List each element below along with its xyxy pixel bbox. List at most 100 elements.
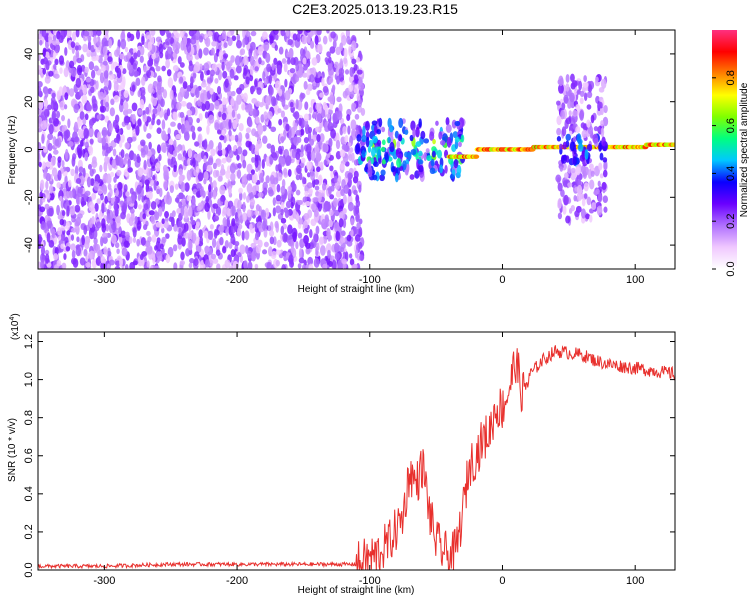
heatmap-cell — [306, 161, 312, 171]
heatmap-cell — [165, 253, 171, 264]
heatmap-cell — [144, 179, 150, 186]
heatmap-cell — [215, 249, 221, 256]
heatmap-cell — [189, 257, 195, 264]
heatmap-cell — [186, 195, 192, 202]
heatmap-cell — [156, 188, 160, 195]
heatmap-cell — [183, 208, 190, 219]
snr-ytick-label: 0.2 — [23, 524, 35, 539]
heatmap-cell — [561, 102, 566, 111]
heatmap-cell — [429, 131, 435, 141]
heatmap-cell — [558, 143, 563, 150]
heatmap-cell — [139, 98, 145, 110]
heatmap-cell — [316, 112, 322, 122]
heatmap-cell — [187, 53, 193, 62]
heatmap-cell — [263, 241, 269, 248]
heatmap-cell — [204, 100, 211, 111]
heatmap-cell — [432, 138, 436, 145]
heatmap-cell — [74, 165, 79, 176]
heatmap-cell — [203, 155, 207, 164]
heatmap-cell — [275, 194, 282, 202]
heatmap-cell — [322, 86, 329, 93]
heatmap-cell — [61, 210, 66, 217]
heatmap-cell — [180, 40, 185, 51]
heatmap-cell — [192, 157, 196, 168]
heatmap-cell — [324, 57, 329, 63]
heatmap-cell — [258, 57, 262, 65]
snr-ytick-label: 0.6 — [23, 448, 35, 463]
heatmap-cell — [129, 187, 134, 195]
heatmap-cell — [332, 120, 338, 129]
heatmap-cell — [70, 41, 76, 49]
heatmap-cell — [213, 229, 218, 239]
heatmap-cell — [237, 113, 241, 120]
heatmap-cell — [42, 67, 47, 75]
heatmap-cell — [126, 123, 131, 130]
snr-xtick-label: 0 — [499, 575, 505, 587]
heatmap-cell — [171, 210, 176, 218]
colorbar-tick-label: 0.6 — [725, 118, 737, 133]
heatmap-cell — [209, 224, 214, 230]
heatmap-cell — [212, 258, 219, 264]
heatmap-cell — [346, 114, 351, 122]
heatmap-cell — [126, 108, 133, 114]
heatmap-cell — [570, 167, 576, 174]
heatmap-cell — [446, 136, 452, 148]
heatmap-cell — [158, 43, 164, 55]
heatmap-cell — [272, 236, 277, 246]
heatmap-cell — [107, 56, 113, 63]
heatmap-cell — [440, 140, 446, 146]
heatmap-cell — [241, 102, 246, 111]
heatmap-cell — [132, 237, 137, 243]
heatmap-cell — [219, 236, 224, 246]
heatmap-cell — [193, 65, 199, 74]
heatmap-cell — [257, 192, 264, 198]
heatmap-cell — [76, 144, 83, 156]
heatmap-cell — [126, 196, 133, 205]
heatmap-cell — [247, 250, 252, 259]
heatmap-cell — [116, 248, 120, 255]
heatmap-cell — [391, 166, 396, 173]
heatmap-cell — [593, 126, 599, 132]
heatmap-cell — [245, 132, 250, 140]
heatmap-cell — [196, 182, 202, 190]
heatmap-cell — [358, 82, 365, 91]
heatmap-cell — [124, 115, 130, 124]
heatmap-cell — [231, 218, 236, 227]
heatmap-cell — [140, 237, 146, 246]
heatmap-cell — [101, 127, 108, 138]
heatmap-cell — [143, 159, 147, 170]
heatmap-cell — [315, 225, 320, 235]
heatmap-cell — [368, 139, 374, 147]
heatmap-cell — [104, 54, 108, 61]
spectrogram-xtick-label: -300 — [93, 274, 115, 286]
heatmap-cell — [262, 71, 266, 81]
heatmap-cell — [64, 92, 69, 101]
heatmap-cell — [314, 35, 319, 45]
heatmap-cell — [237, 251, 242, 258]
heatmap-cell — [144, 145, 149, 155]
heatmap-cell — [361, 134, 367, 143]
heatmap-cell — [210, 47, 215, 56]
colorbar-tick-label: 0.8 — [725, 70, 737, 85]
heatmap-cell — [327, 249, 331, 259]
heatmap-cell — [185, 120, 190, 132]
heatmap-cell — [324, 214, 329, 222]
heatmap-cell — [133, 70, 140, 77]
heatmap-cell — [151, 95, 158, 107]
heatmap-cell — [222, 246, 227, 254]
heatmap-cell — [329, 46, 336, 54]
heatmap-cell — [120, 134, 125, 143]
heatmap-cell — [305, 30, 311, 33]
heatmap-cell — [431, 150, 436, 158]
heatmap-cell — [47, 142, 53, 152]
heatmap-cell — [53, 63, 57, 70]
heatmap-cell — [186, 42, 192, 54]
heatmap-cell — [203, 230, 209, 239]
heatmap-cell — [236, 154, 240, 161]
heatmap-cell — [106, 173, 112, 185]
heatmap-cell — [65, 129, 71, 139]
heatmap-cell — [557, 182, 563, 192]
heatmap-cell — [270, 126, 277, 133]
heatmap-cell — [198, 48, 203, 59]
heatmap-cell — [88, 201, 95, 212]
